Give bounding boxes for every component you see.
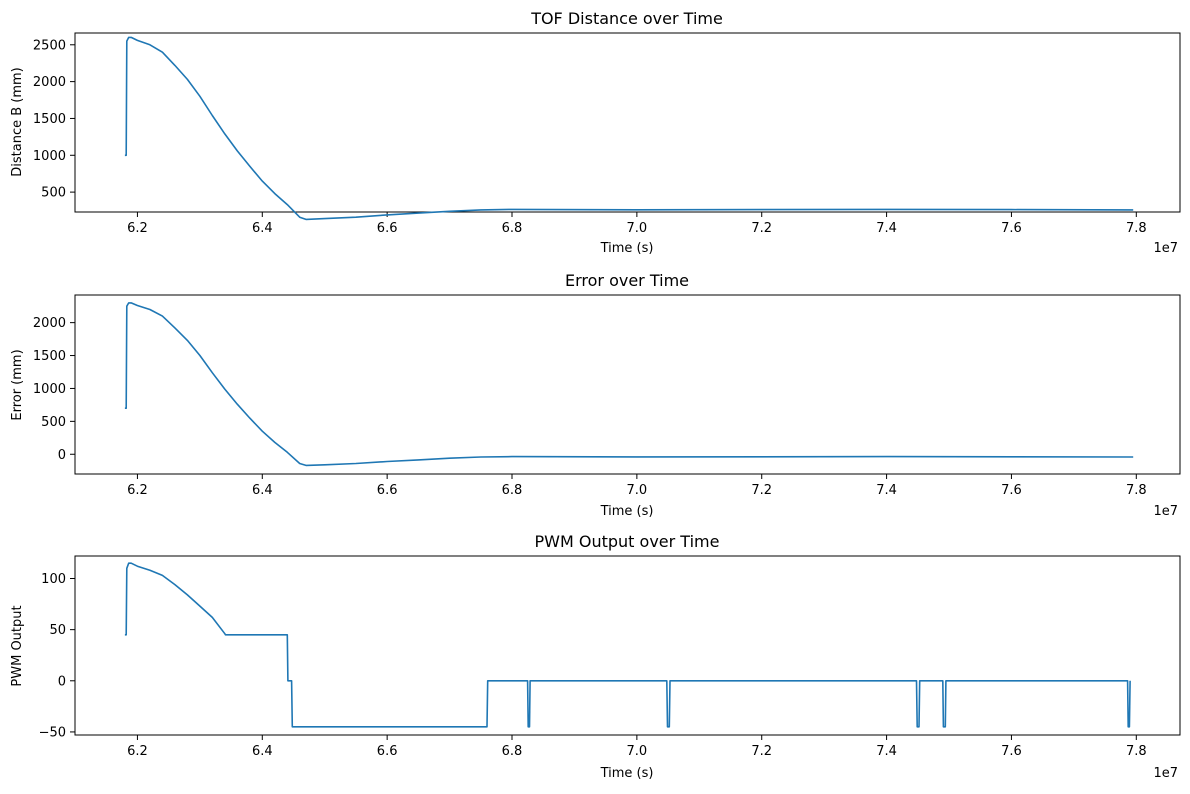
x-tick-label: 6.8 [502,221,523,236]
y-axis-label: PWM Output [10,605,25,686]
chart-title: TOF Distance over Time [530,9,723,28]
y-tick-label: 500 [41,415,66,430]
chart-title: PWM Output over Time [535,532,720,551]
plot-frame [74,294,1181,475]
x-tick-label: 7.6 [1001,744,1022,759]
y-tick-label: 500 [41,186,66,201]
y-tick-label: 0 [58,448,66,463]
y-tick-label: 50 [49,623,66,638]
x-axis-label: Time (s) [600,504,654,519]
x-tick-label: 6.8 [502,483,523,498]
x-axis-label: Time (s) [600,766,654,781]
x-tick-label: 7.4 [876,483,897,498]
x-tick-label: 7.8 [1126,221,1147,236]
y-tick-label: 0 [58,674,66,689]
y-axis-label: Error (mm) [10,349,25,420]
x-tick-label: 7.6 [1001,221,1022,236]
plot-frame [74,555,1181,736]
x-tick-label: 7.2 [751,744,772,759]
x-tick-label: 7.2 [751,221,772,236]
y-tick-label: 2000 [33,316,66,331]
x-axis-ticks: 6.2 6.4 6.6 6.8 7.0 7.2 7.4 7.6 7.8 [127,474,1147,498]
x-offset-label: 1e7 [1153,241,1178,256]
x-tick-label: 6.6 [377,483,398,498]
x-tick-label: 6.2 [127,221,148,236]
x-tick-label: 7.4 [876,221,897,236]
y-tick-label: 100 [41,572,66,587]
y-tick-label: 2500 [33,38,66,53]
series-line-pwm [124,562,1131,728]
x-tick-label: 7.0 [627,744,648,759]
y-tick-label: 1000 [33,149,66,164]
y-tick-label: −50 [39,725,66,740]
series-line-error [124,302,1134,467]
panel-error: Error over Time 6.2 6.4 6.6 6.8 7.0 7.2 7.4 7.6… [10,271,1181,519]
x-tick-label: 7.8 [1126,483,1147,498]
x-tick-label: 6.6 [377,744,398,759]
y-axis-ticks: 500 1000 1500 2000 2500 [33,38,75,201]
x-axis-ticks: 6.2 6.4 6.6 6.8 7.0 7.2 7.4 7.6 7.8 [127,735,1147,759]
y-axis-ticks: 0 500 1000 1500 2000 [33,316,75,463]
panel-distance: TOF Distance over Time 6.2 6.4 6.6 6.8 7.0 7.… [10,9,1181,256]
x-tick-label: 6.4 [252,744,273,759]
x-tick-label: 7.4 [876,744,897,759]
y-axis-ticks: −50 0 50 100 [39,572,75,740]
x-tick-label: 6.6 [377,221,398,236]
x-tick-label: 6.4 [252,483,273,498]
panel-pwm: PWM Output over Time 6.2 6.4 6.6 6.8 7.0 7.2 7… [10,532,1181,781]
y-tick-label: 1000 [33,382,66,397]
x-tick-label: 6.2 [127,483,148,498]
x-axis-label: Time (s) [600,241,654,256]
x-tick-label: 6.4 [252,221,273,236]
x-tick-label: 6.8 [502,744,523,759]
x-tick-label: 7.8 [1126,744,1147,759]
x-offset-label: 1e7 [1153,504,1178,519]
x-tick-label: 6.2 [127,744,148,759]
x-tick-label: 7.6 [1001,483,1022,498]
x-offset-label: 1e7 [1153,766,1178,781]
x-tick-label: 7.2 [751,483,772,498]
series-line-distance [124,36,1134,221]
x-tick-label: 7.0 [627,483,648,498]
x-axis-ticks: 6.2 6.4 6.6 6.8 7.0 7.2 7.4 7.6 7.8 [127,212,1147,236]
chart-title: Error over Time [565,271,689,290]
plot-frame [74,32,1181,213]
x-tick-label: 7.0 [627,221,648,236]
y-tick-label: 1500 [33,349,66,364]
y-tick-label: 2000 [33,75,66,90]
y-axis-label: Distance B (mm) [10,67,25,177]
y-tick-label: 1500 [33,112,66,127]
